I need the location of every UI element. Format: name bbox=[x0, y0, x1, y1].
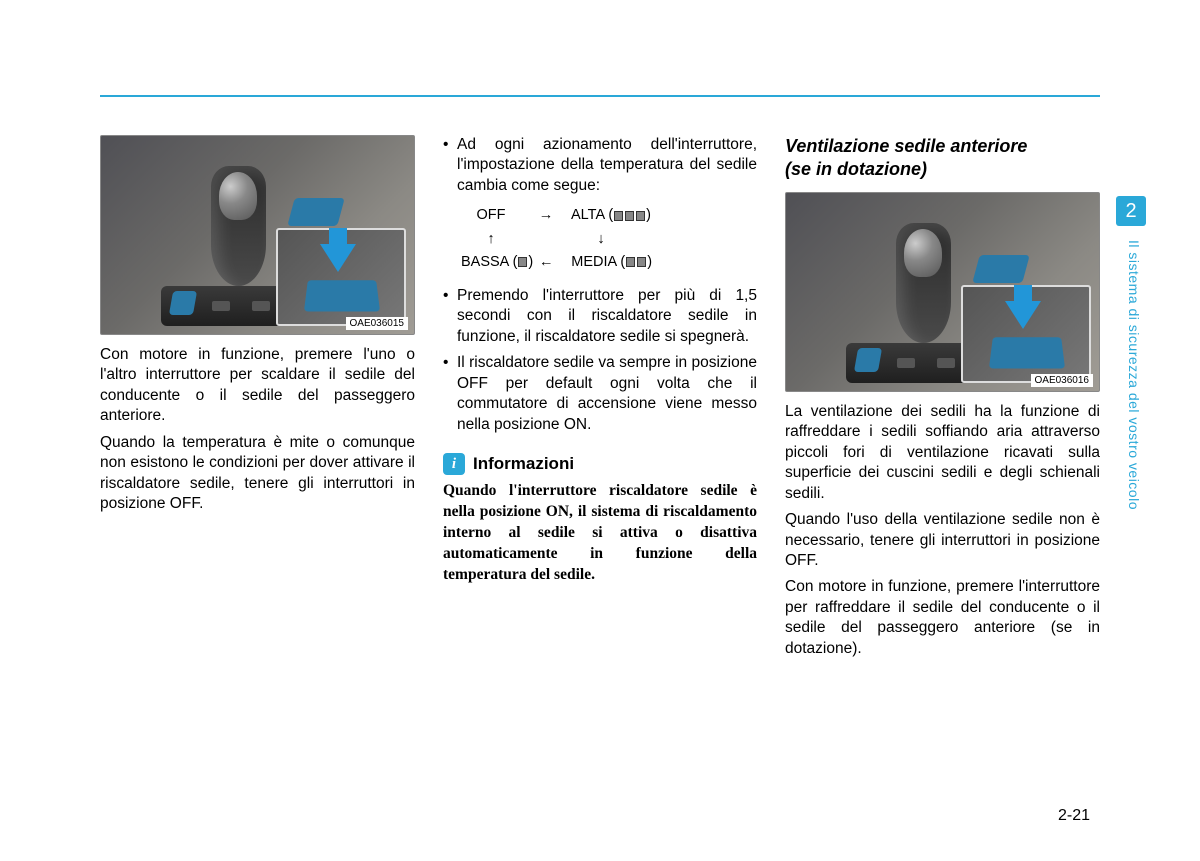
col3-text: La ventilazione dei sedili ha la funzion… bbox=[785, 402, 1100, 659]
cycle-bassa: BASSA () bbox=[461, 251, 533, 274]
heat-cycle-diagram: OFF → ALTA () ↑ ↓ BASSA () ← MEDIA () bbox=[461, 204, 757, 274]
chapter-number: 2 bbox=[1125, 200, 1136, 223]
content-columns: OAE036015 Con motore in funzione, premer… bbox=[100, 135, 1100, 665]
column-1: OAE036015 Con motore in funzione, premer… bbox=[100, 135, 415, 665]
col1-text: Con motore in funzione, premere l'uno o … bbox=[100, 345, 415, 515]
col2-b1: Ad ogni azionamento dell'interruttore, l… bbox=[443, 135, 757, 196]
col3-heading-l1: Ventilazione sedile anteriore bbox=[785, 135, 1100, 158]
figure-seat-heater: OAE036015 bbox=[100, 135, 415, 335]
cycle-media: MEDIA () bbox=[571, 251, 652, 274]
column-3: Ventilazione sedile anteriore (se in dot… bbox=[785, 135, 1100, 665]
cycle-off: OFF bbox=[461, 204, 521, 227]
col3-p2: Quando l'uso della ventilazione sedile n… bbox=[785, 510, 1100, 571]
info-title: Informazioni bbox=[473, 454, 574, 474]
chapter-label: Il sistema di sicurezza del vostro veico… bbox=[1122, 240, 1142, 640]
figure-code-2: OAE036016 bbox=[1031, 374, 1094, 387]
cycle-alta: ALTA () bbox=[571, 204, 651, 227]
arrow-left-icon: ← bbox=[533, 251, 559, 274]
col2-bullets-2: Premendo l'interruttore per più di 1,5 s… bbox=[443, 286, 757, 435]
chapter-tab: 2 bbox=[1116, 196, 1146, 226]
page-number: 2-21 bbox=[1058, 807, 1090, 825]
col3-p1: La ventilazione dei sedili ha la funzion… bbox=[785, 402, 1100, 504]
col2-bullets: Ad ogni azionamento dell'interruttore, l… bbox=[443, 135, 757, 196]
column-2: Ad ogni azionamento dell'interruttore, l… bbox=[443, 135, 757, 665]
arrow-down-icon: ↓ bbox=[571, 228, 631, 251]
col1-p2: Quando la temperatura è mite o comunque … bbox=[100, 433, 415, 515]
col3-heading-l2: (se in dotazione) bbox=[785, 158, 1100, 181]
col3-heading: Ventilazione sedile anteriore (se in dot… bbox=[785, 135, 1100, 182]
col2-b3: Il riscaldatore sedile va sempre in posi… bbox=[443, 353, 757, 435]
info-icon: i bbox=[443, 453, 465, 475]
top-rule bbox=[100, 95, 1100, 97]
arrow-right-icon: → bbox=[521, 204, 571, 227]
info-heading: i Informazioni bbox=[443, 453, 757, 475]
col1-p1: Con motore in funzione, premere l'uno o … bbox=[100, 345, 415, 427]
col2-b2: Premendo l'interruttore per più di 1,5 s… bbox=[443, 286, 757, 347]
info-text: Quando l'interruttore riscaldatore sedil… bbox=[443, 481, 757, 586]
figure-seat-ventilation: OAE036016 bbox=[785, 192, 1100, 392]
figure-code: OAE036015 bbox=[346, 317, 409, 330]
col3-p3: Con motore in funzione, premere l'interr… bbox=[785, 577, 1100, 659]
arrow-up-icon: ↑ bbox=[461, 228, 521, 251]
